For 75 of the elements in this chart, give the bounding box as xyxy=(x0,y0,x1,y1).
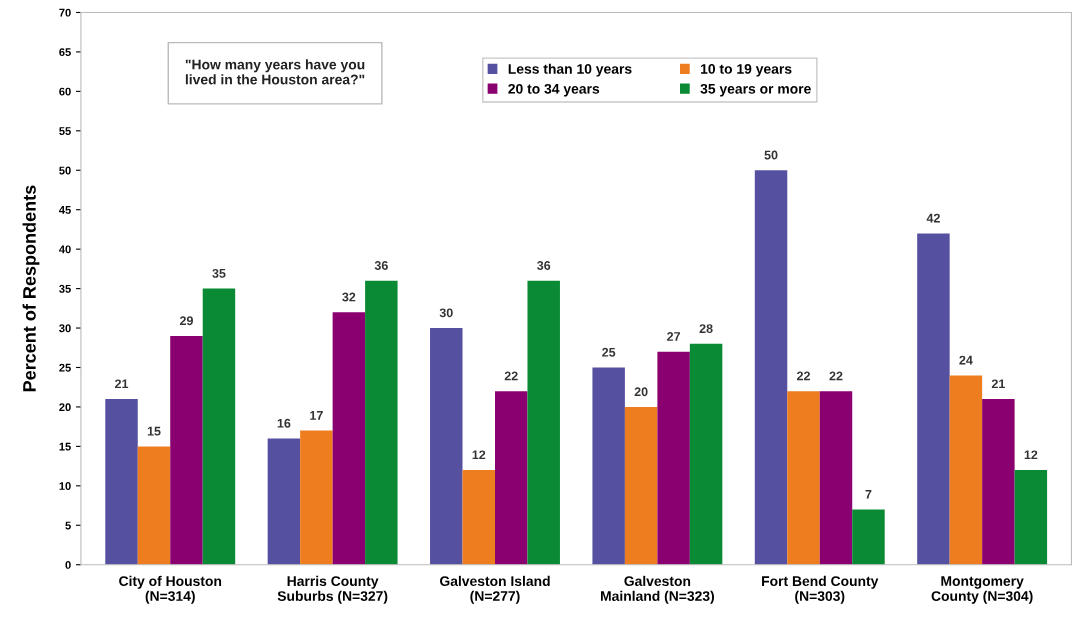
y-tick-label: 50 xyxy=(59,166,71,175)
y-tick-label: 5 xyxy=(65,521,71,530)
legend-label: 10 to 19 years xyxy=(701,64,792,77)
y-tick-label: 25 xyxy=(59,363,71,372)
data-label: 12 xyxy=(472,450,486,460)
bar xyxy=(1014,470,1048,565)
bar xyxy=(300,430,333,565)
legend-label: 20 to 34 years xyxy=(508,83,600,97)
data-label: 30 xyxy=(439,308,453,318)
x-tick-label: Fort Bend County (N=303) xyxy=(762,575,879,604)
bar xyxy=(462,470,495,565)
bar xyxy=(624,406,658,565)
x-tick-label: City of Houston (N=314) xyxy=(119,575,222,604)
bar xyxy=(527,280,560,565)
y-tick-label: 30 xyxy=(59,324,71,333)
bar xyxy=(267,438,301,565)
data-label: 12 xyxy=(1024,450,1038,460)
legend-label: Less than 10 years xyxy=(508,63,632,77)
data-label: 27 xyxy=(667,332,681,341)
data-label: 24 xyxy=(959,355,973,365)
bar xyxy=(917,233,950,565)
y-tick-label: 35 xyxy=(59,284,71,293)
data-label: 29 xyxy=(179,316,193,326)
bar xyxy=(982,399,1015,565)
data-label: 7 xyxy=(865,489,872,499)
data-label: 32 xyxy=(342,292,356,302)
bar xyxy=(137,446,171,565)
data-label: 36 xyxy=(537,261,551,270)
bar xyxy=(365,280,398,565)
bar xyxy=(949,375,983,565)
bar xyxy=(657,351,690,565)
bar xyxy=(430,328,463,565)
x-tick-label: Montgomery County (N=304) xyxy=(931,576,1033,604)
data-label: 21 xyxy=(115,379,129,389)
bar xyxy=(202,288,236,565)
data-label: 28 xyxy=(699,324,713,334)
data-label: 15 xyxy=(147,426,161,436)
data-label: 25 xyxy=(602,347,616,357)
y-tick-label: 10 xyxy=(59,482,71,490)
y-axis-title: Percent of Respondents xyxy=(22,185,40,392)
data-label: 36 xyxy=(374,261,388,270)
bar xyxy=(495,391,528,565)
y-tick-label: 60 xyxy=(59,87,71,96)
data-label: 50 xyxy=(764,150,778,160)
bar xyxy=(754,170,788,565)
data-label: 42 xyxy=(926,213,940,223)
data-label: 17 xyxy=(310,411,323,420)
data-label: 16 xyxy=(277,418,291,428)
bar xyxy=(689,343,723,565)
bar xyxy=(105,399,138,565)
data-label: 21 xyxy=(991,379,1005,389)
x-tick-label: Harris County Suburbs (N=327) xyxy=(277,575,388,604)
y-tick-label: 20 xyxy=(59,403,71,412)
y-tick-label: 70 xyxy=(59,8,71,17)
x-tick-label: Galveston Island (N=277) xyxy=(440,575,550,604)
y-tick-label: 45 xyxy=(59,206,71,214)
data-label: 22 xyxy=(829,371,843,381)
data-label: 22 xyxy=(797,371,810,381)
y-tick-label: 65 xyxy=(59,48,71,57)
bar xyxy=(852,509,885,565)
bar xyxy=(332,312,366,565)
bar xyxy=(819,391,853,565)
bar xyxy=(592,367,625,565)
bar xyxy=(170,335,203,565)
y-tick-label: 40 xyxy=(59,245,71,254)
legend-label: 35 years or more xyxy=(700,83,811,97)
data-label: 35 xyxy=(212,268,226,278)
data-label: 22 xyxy=(504,371,518,381)
data-label: 20 xyxy=(634,387,648,397)
bar xyxy=(787,391,820,565)
annotation: "How many years have you lived in the Houston area?" xyxy=(185,59,365,85)
x-tick-label: Galveston Mainland (N=323) xyxy=(601,575,714,604)
y-tick-label: 0 xyxy=(65,560,71,569)
y-tick-label: 55 xyxy=(59,127,71,135)
y-tick-label: 15 xyxy=(59,442,71,451)
